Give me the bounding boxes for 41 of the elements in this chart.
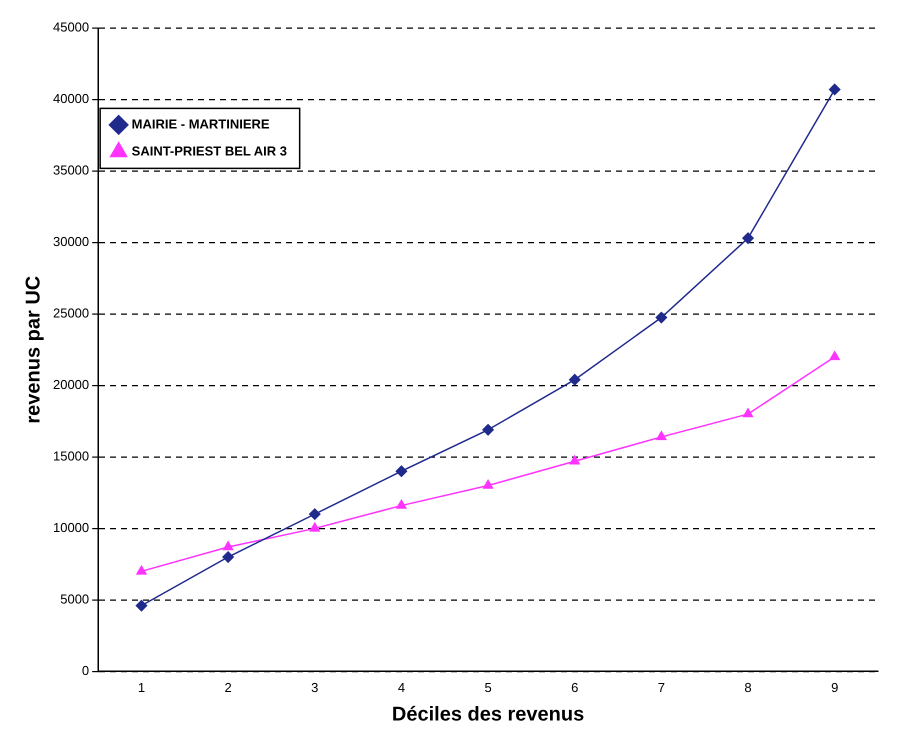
point xyxy=(136,566,147,575)
point xyxy=(742,408,754,418)
y-tick-label: 40000 xyxy=(52,91,90,106)
y-tick-label: 10000 xyxy=(52,520,90,535)
point xyxy=(136,600,148,612)
x-tick-label: 2 xyxy=(224,680,232,695)
point xyxy=(656,312,668,324)
y-tick-label: 15000 xyxy=(52,448,90,464)
point xyxy=(309,508,321,520)
point xyxy=(656,431,666,440)
point xyxy=(482,480,494,489)
y-tick-label: 30000 xyxy=(52,234,90,250)
y-tick-label: 45000 xyxy=(52,20,90,35)
legend-label: MAIRIE - MARTINIERE xyxy=(132,116,270,132)
y-tick-label: 25000 xyxy=(52,306,90,321)
point xyxy=(482,424,494,436)
point xyxy=(568,374,580,386)
point xyxy=(222,551,234,563)
x-tick-label: 1 xyxy=(138,680,146,695)
point xyxy=(310,522,320,532)
point xyxy=(223,541,234,550)
y-tick-label: 35000 xyxy=(52,162,90,178)
x-tick-label: 8 xyxy=(744,680,752,695)
x-tick-label: 5 xyxy=(484,680,492,695)
x-tick-label: 3 xyxy=(311,680,318,695)
point xyxy=(828,84,840,96)
y-axis-title: revenus par UC xyxy=(22,276,45,424)
legend-label: SAINT-PRIEST BEL AIR 3 xyxy=(132,143,287,158)
x-tick-label: 9 xyxy=(831,680,838,695)
x-tick-label: 4 xyxy=(398,680,406,695)
y-tick-label: 0 xyxy=(82,662,90,678)
x-tick-label: 7 xyxy=(658,680,665,695)
point xyxy=(396,500,407,509)
point xyxy=(830,351,840,360)
x-tick-label: 6 xyxy=(571,680,578,695)
y-tick-label: 20000 xyxy=(52,377,90,392)
point xyxy=(742,232,754,244)
point xyxy=(396,465,408,477)
x-axis-title: Déciles des revenus xyxy=(392,704,584,726)
y-tick-label: 5000 xyxy=(60,591,90,606)
point xyxy=(570,455,580,464)
